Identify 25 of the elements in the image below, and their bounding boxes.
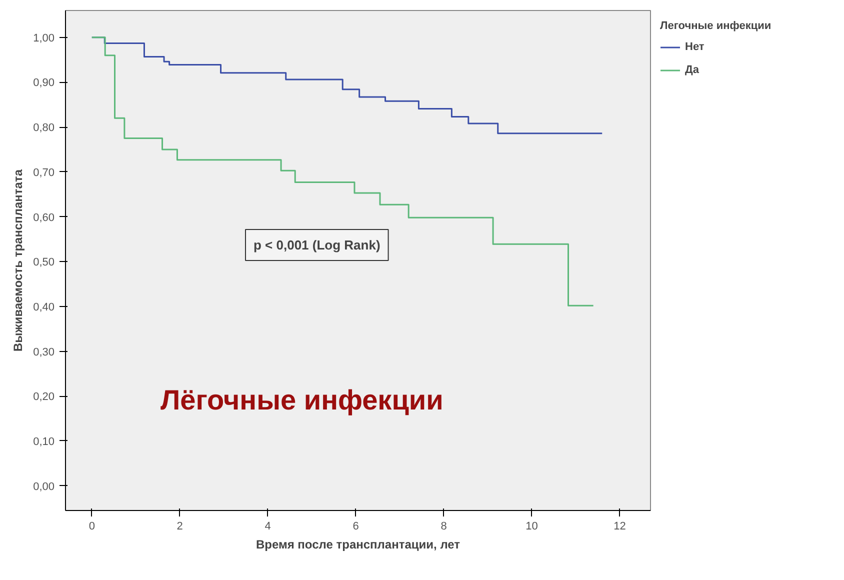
y-tick-label: 0,80 (33, 122, 55, 134)
legend-title: Легочные инфекции (660, 20, 772, 32)
x-tick-label: 2 (176, 520, 183, 532)
y-tick-label: 0,30 (33, 346, 55, 358)
annotation: Лёгочные инфекции (160, 384, 444, 416)
x-axis-title: Время после трансплантации, лет (256, 538, 460, 552)
x-tick-label: 12 (614, 520, 626, 532)
x-tick-label: 8 (440, 520, 447, 532)
x-tick-label: 6 (352, 520, 359, 532)
y-tick-label: 0,40 (33, 301, 55, 314)
x-tick-label: 0 (88, 520, 95, 532)
legend-label: Нет (685, 41, 705, 53)
legend-label: Да (685, 64, 700, 76)
y-tick-label: 1,00 (33, 32, 55, 44)
y-tick-label: 0,70 (33, 166, 55, 179)
y-tick-label: 0,00 (33, 480, 55, 493)
x-tick-label: 10 (526, 520, 538, 532)
y-tick-label: 0,90 (33, 77, 55, 90)
y-tick-label: 0,20 (33, 391, 55, 404)
annotation: p < 0,001 (Log Rank) (254, 238, 380, 252)
x-tick-label: 4 (264, 520, 271, 532)
y-tick-label: 0,50 (33, 256, 55, 269)
y-tick-label: 0,10 (33, 436, 55, 448)
y-tick-label: 0,60 (33, 212, 55, 224)
y-axis-title: Выживаемость трансплантата (11, 169, 26, 352)
